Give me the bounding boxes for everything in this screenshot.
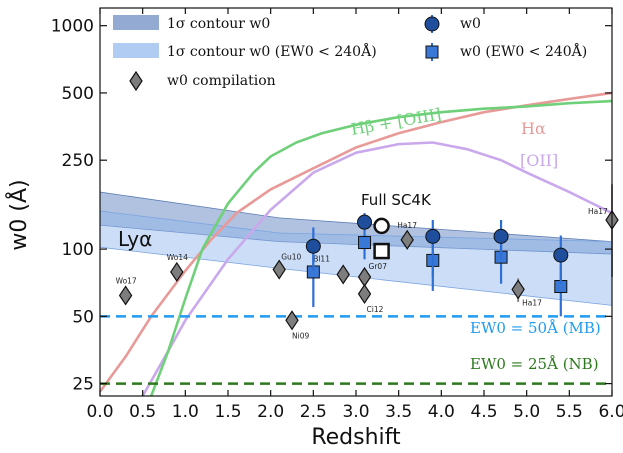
contour-w0-ewcut-area — [100, 210, 612, 306]
x-tick-label: 5.5 — [556, 402, 583, 422]
w0-point — [425, 228, 441, 244]
compilation-point — [285, 310, 299, 331]
oii-label: [OII] — [520, 151, 558, 170]
legend: 1σ contour w0 1σ contour w0 (EW0 < 240Å)… — [113, 15, 587, 92]
w0-ewcut-point — [358, 236, 372, 250]
oii-curve — [141, 141, 612, 396]
hbeta-oiii-curve — [149, 99, 612, 396]
compilation-point — [400, 229, 414, 250]
legend-contour-cut-label: 1σ contour w0 (EW0 < 240Å) — [167, 42, 377, 60]
x-tick-label: 0.0 — [86, 402, 113, 422]
legend-w0-cut-marker — [425, 43, 439, 61]
lya-label: Lyα — [118, 227, 152, 251]
w0-point — [553, 247, 569, 263]
compilation-ref-label: Ni09 — [292, 331, 309, 340]
w0-point — [305, 238, 321, 254]
y-tick-label: 1000 — [51, 17, 94, 37]
y-axis-label: w0 (Å) — [5, 179, 32, 250]
compilation-point — [336, 264, 350, 285]
legend-diamond-shape — [129, 70, 143, 92]
x-tick-label: 2.0 — [257, 402, 284, 422]
compilation-ref-label: Ha17 — [588, 207, 608, 216]
y-tick-label: 500 — [62, 84, 94, 104]
w0-point — [357, 214, 373, 230]
compilation-ref-label: Gu10 — [281, 253, 301, 262]
legend-w0-circle — [424, 16, 440, 32]
y-tick-label: 50 — [72, 307, 94, 327]
nb-line-label: EW0 = 25Å (NB) — [470, 355, 599, 373]
x-tick-label: 3.5 — [385, 402, 412, 422]
legend-w0-cut-square — [425, 45, 439, 59]
x-tick-label: 3.0 — [342, 402, 369, 422]
legend-compilation-marker — [129, 70, 143, 92]
x-tick-label: 1.0 — [172, 402, 199, 422]
x-tick-label: 1.5 — [214, 402, 241, 422]
compilation-point — [272, 259, 286, 280]
legend-w0-marker — [424, 15, 440, 33]
full-sc4k-circle — [373, 217, 390, 235]
y-tick-label: 100 — [62, 240, 94, 260]
legend-compilation-label: w0 compilation — [167, 73, 276, 89]
full-sc4k-square — [373, 242, 390, 260]
legend-contour-all-swatch — [113, 15, 159, 30]
compilation-ref-label: Ha17 — [522, 298, 542, 307]
compilation-ref-label: Wo14 — [167, 253, 188, 262]
x-tick-label: 4.5 — [470, 402, 497, 422]
compilation-ref-label: Bl11 — [313, 254, 330, 263]
compilation-ref-label: Ha17 — [397, 221, 417, 230]
legend-contour-cut-swatch — [113, 43, 159, 58]
halpha-label: Hα — [521, 119, 546, 138]
compilation-ref-label: Ci12 — [367, 305, 384, 314]
legend-contour-all-label: 1σ contour w0 — [167, 16, 270, 32]
w0-point — [493, 228, 509, 244]
compilation-point — [118, 285, 133, 306]
data-marks: Wo17 Wo14 Gu10 Ni09 Bl11 Gr07 Ci12 Ha17 Ha17 Ha17 — [116, 184, 619, 340]
x-tick-label: 0.5 — [129, 402, 156, 422]
y-tick-label: 250 — [62, 151, 94, 171]
compilation-ref-label: Wo17 — [116, 276, 137, 285]
axis-ticks: 0.0 0.5 1.0 1.5 2.0 2.5 3.0 3.5 4.0 4.5 5.0 5.5 6.0 2… — [51, 8, 623, 422]
legend-w0-cut-label: w0 (EW0 < 240Å) — [460, 42, 587, 60]
x-tick-label: 2.5 — [300, 402, 327, 422]
x-tick-label: 5.0 — [513, 402, 540, 422]
y-tick-label: 25 — [72, 375, 94, 395]
compilation-ref-label: Gr07 — [369, 262, 388, 271]
compilation-point — [511, 279, 525, 300]
compilation-point — [170, 261, 184, 283]
full-sc4k-label: Full SC4K — [361, 191, 432, 209]
x-tick-label: 4.0 — [428, 402, 455, 422]
legend-w0-label: w0 — [460, 16, 481, 32]
x-axis-label: Redshift — [311, 425, 401, 450]
mb-line-label: EW0 = 50Å (MB) — [470, 319, 601, 337]
compilation-point — [357, 283, 372, 305]
x-tick-label: 6.0 — [598, 402, 623, 422]
